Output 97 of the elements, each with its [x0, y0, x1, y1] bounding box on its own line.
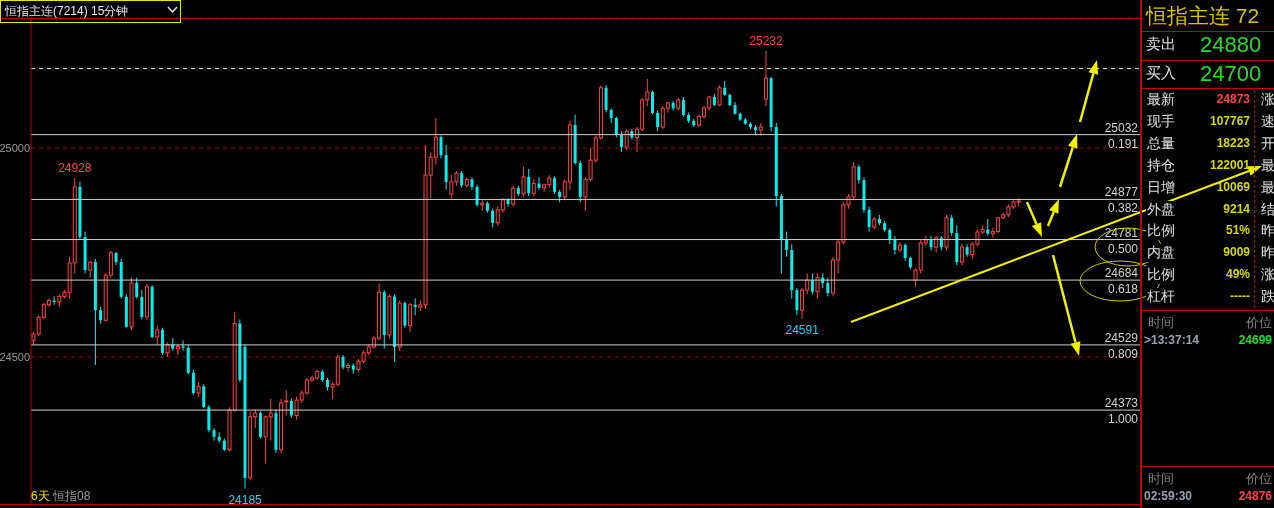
text: 比例 [1146, 266, 1176, 285]
text: 10069 [1216, 179, 1250, 194]
candlestick [893, 235, 897, 256]
candlestick [857, 164, 861, 185]
text: 9009 [1223, 245, 1250, 260]
ref-line-label: 24877 0.382 [1104, 185, 1139, 216]
candlestick [614, 116, 618, 139]
text: 价位 [1246, 470, 1272, 488]
text: 比例 [1146, 222, 1176, 241]
annotation: 恒指08 [53, 488, 91, 505]
candlestick [135, 277, 139, 299]
text: 51% [1225, 223, 1250, 238]
candlestick [212, 427, 216, 442]
text: ----- [1230, 289, 1250, 304]
candlestick [763, 50, 768, 107]
text: 现手 [1146, 112, 1176, 131]
candlestick [408, 302, 413, 333]
text: 日增 [1146, 178, 1176, 197]
annotation: 24185 [228, 492, 263, 507]
candlestick [439, 134, 443, 159]
candlestick [511, 185, 516, 208]
candlestick [140, 289, 144, 320]
candlestick [681, 96, 685, 118]
text: 122001 [1209, 157, 1250, 172]
text: 总量 [1146, 134, 1176, 153]
text: 107767 [1209, 113, 1250, 128]
text: 内盘 [1146, 244, 1176, 263]
annotation: 24591 [785, 322, 820, 337]
candlestick [506, 197, 510, 208]
text: 02:59:30 [1144, 489, 1193, 503]
candlestick [202, 383, 206, 409]
text: 杠杆 [1146, 288, 1176, 307]
y-tick-label: 25000 [0, 141, 30, 154]
chart-title: 恒指主连(7214) 15分钟 [5, 3, 129, 20]
candlestick [403, 300, 407, 329]
annotation: 25232 [749, 34, 784, 49]
candlestick [867, 206, 871, 233]
dropdown-field: 恒指主连(7214) 15分钟 [0, 0, 181, 23]
ref-line-label: 24373 1.000 [1104, 396, 1139, 427]
text: 恒指主连 72 [1146, 3, 1260, 29]
candlestick [155, 325, 160, 345]
text: 速 [1261, 112, 1274, 131]
text: 24700 [1200, 61, 1262, 87]
candlestick [521, 166, 526, 197]
text: 涨 [1261, 91, 1274, 109]
text: 昨 [1261, 244, 1274, 263]
text: 结 [1261, 200, 1274, 219]
candlestick [620, 130, 624, 153]
text: 24699 [1238, 333, 1272, 347]
text: 外盘 [1146, 200, 1176, 219]
candlestick [527, 168, 531, 197]
candlestick [604, 84, 608, 113]
candlestick [624, 128, 629, 151]
candlestick [826, 277, 830, 297]
candlestick [950, 214, 954, 237]
candlestick [795, 287, 799, 316]
candlestick [475, 184, 479, 208]
ref-line-label: 24781 0.500 [1104, 225, 1139, 256]
candlestick [175, 343, 180, 356]
text: 最 [1261, 178, 1274, 197]
text: 跌 [1261, 288, 1274, 307]
candlestick [959, 243, 964, 266]
candlestick [785, 231, 789, 258]
text: 18223 [1216, 135, 1250, 150]
text: 时间 [1148, 314, 1174, 332]
text: 开 [1261, 134, 1274, 153]
ref-line-label: 24684 0.618 [1104, 266, 1139, 297]
candlestick [537, 176, 541, 191]
candlestick [207, 404, 211, 433]
text: 24873 [1216, 92, 1250, 106]
text: 9214 [1223, 201, 1250, 216]
candlestick [650, 89, 654, 116]
candlestick [491, 208, 495, 228]
text: 49% [1225, 267, 1250, 282]
annotation: 24928 [58, 161, 92, 176]
annotation: 6天 [31, 488, 50, 505]
text: 昨 [1261, 222, 1274, 241]
text: 最 [1261, 156, 1274, 175]
candlestick [346, 362, 351, 373]
text: 24880 [1200, 32, 1262, 58]
ref-line-label: 25032 0.191 [1104, 120, 1139, 151]
text: 24876 [1238, 489, 1272, 503]
ref-line-label: 24529 0.809 [1104, 330, 1139, 361]
candlestick [656, 109, 660, 132]
candlestick [191, 369, 195, 396]
candlestick [810, 272, 814, 295]
text: 卖出 [1146, 35, 1176, 54]
text: 买入 [1146, 64, 1176, 83]
text: 持仓 [1146, 156, 1176, 175]
candlestick [258, 410, 262, 440]
text: 价位 [1246, 314, 1272, 332]
text: 涨 [1261, 266, 1274, 285]
y-tick-label: 24500 [0, 350, 30, 363]
text: 时间 [1148, 470, 1174, 488]
text: 最新 [1146, 91, 1176, 109]
text: >13:37:14 [1144, 333, 1200, 347]
candlestick [160, 327, 164, 356]
